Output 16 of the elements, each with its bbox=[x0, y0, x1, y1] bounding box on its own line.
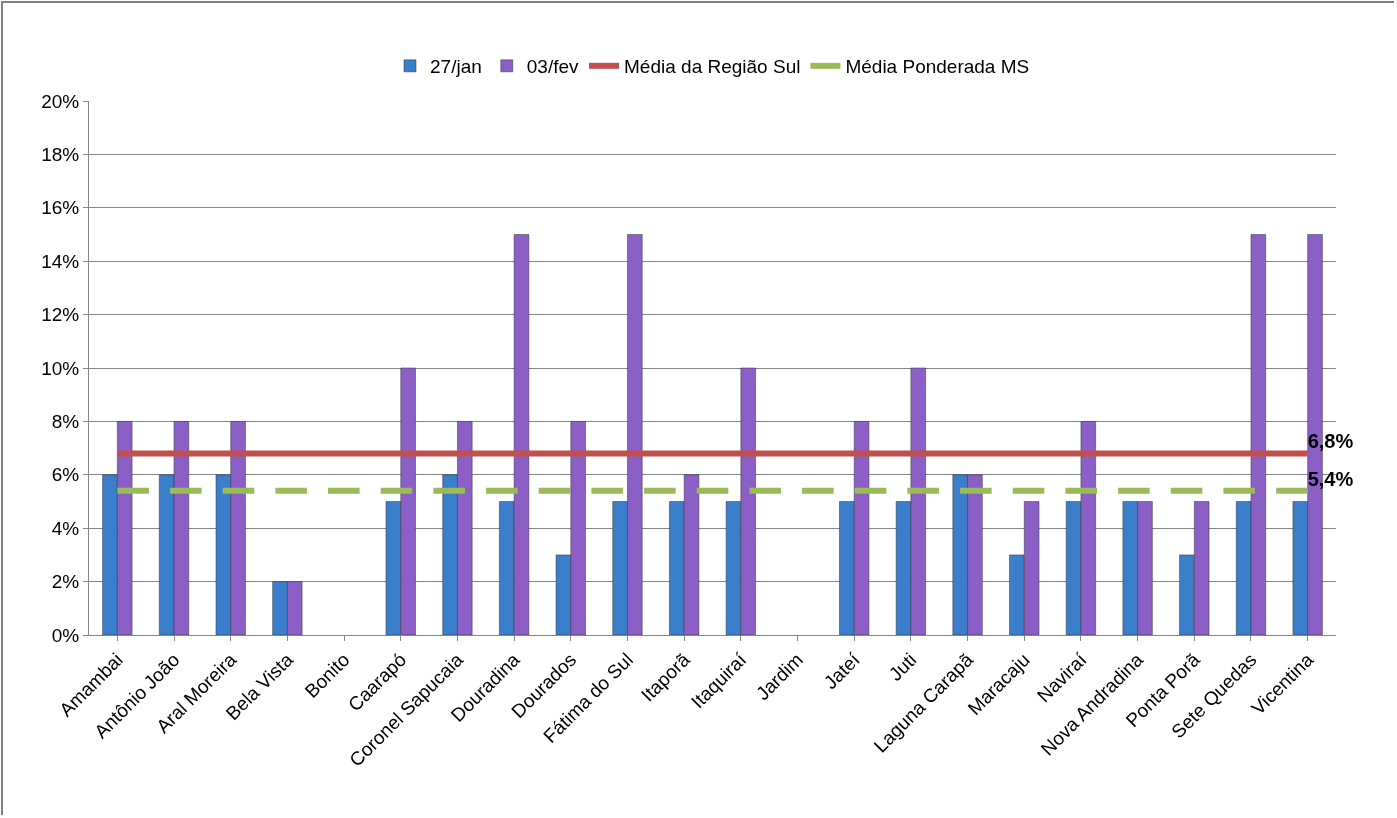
legend-label: 03/fev bbox=[526, 56, 580, 78]
y-tick-label: 18% bbox=[41, 144, 80, 166]
y-tick-label: 12% bbox=[41, 304, 80, 326]
y-tick-label: 20% bbox=[41, 90, 80, 112]
legend-label: Média Ponderada MS bbox=[845, 56, 1030, 78]
y-tick-label: 14% bbox=[41, 250, 80, 272]
y-tick-label: 0% bbox=[51, 624, 80, 646]
y-tick-label: 2% bbox=[51, 571, 80, 593]
y-tick-label: 6% bbox=[51, 464, 80, 486]
y-tick-label: 16% bbox=[41, 197, 80, 219]
y-tick-label: 8% bbox=[51, 411, 80, 433]
legend-label: 27/jan bbox=[430, 56, 482, 78]
y-tick-label: 4% bbox=[51, 517, 80, 539]
y-tick-label: 10% bbox=[41, 357, 80, 379]
legend-label: Média da Região Sul bbox=[624, 56, 801, 78]
x-tick-label: Juti bbox=[884, 649, 921, 685]
